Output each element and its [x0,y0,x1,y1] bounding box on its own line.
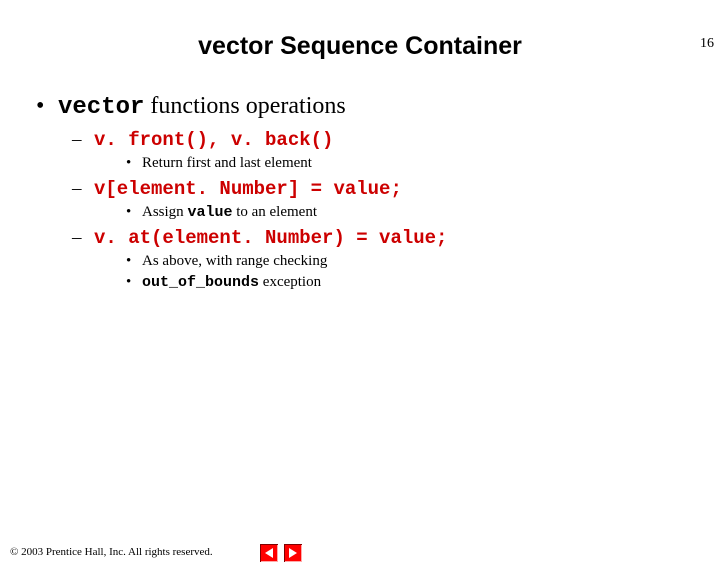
sub-mono: out_of_bounds [142,274,259,291]
bullet-glyph: • [36,93,58,120]
page-number: 16 [700,36,714,52]
bullet-level2: – v[element. Number] = value; [72,178,720,200]
bullet-glyph: • [126,253,142,270]
copyright-footer: © 2003 Prentice Hall, Inc. All rights re… [10,546,213,558]
prev-slide-button[interactable] [260,544,278,562]
sub-text: Assign value to an element [142,204,317,221]
code-line: v. front(), v. back() [94,129,333,151]
code-line: v[element. Number] = value; [94,178,402,200]
sub-mono: value [187,204,232,221]
sub-post: to an element [232,204,317,220]
dash-glyph: – [72,178,94,200]
bullet-glyph: • [126,274,142,291]
sub-text: As above, with range checking [142,253,327,270]
nav-arrows [260,544,302,562]
bullet-glyph: • [126,155,142,172]
bullet-level2: – v. at(element. Number) = value; [72,227,720,249]
sub-pre: Assign [142,204,187,220]
bullet-text: vector functions operations [58,93,346,121]
sub-text: out_of_bounds exception [142,274,321,291]
sub-pre: As above, with range checking [142,253,327,269]
bullet-level1: • vector functions operations [36,93,720,121]
sub-post: exception [259,274,321,290]
bullet-level3: • Assign value to an element [126,204,720,221]
sub-pre: Return first and last element [142,155,312,171]
arrow-left-icon [265,548,273,558]
bullet-level2: – v. front(), v. back() [72,129,720,151]
page-title: vector Sequence Container [0,32,720,61]
code-line: v. at(element. Number) = value; [94,227,447,249]
sub-text: Return first and last element [142,155,312,172]
bullet-code-word: vector [58,94,144,121]
bullet-level3: • Return first and last element [126,155,720,172]
next-slide-button[interactable] [284,544,302,562]
bullet-rest: functions operations [144,93,345,119]
arrow-right-icon [289,548,297,558]
dash-glyph: – [72,227,94,249]
bullet-level3: • As above, with range checking [126,253,720,270]
bullet-level3: • out_of_bounds exception [126,274,720,291]
slide-content: • vector functions operations – v. front… [36,93,720,291]
bullet-glyph: • [126,204,142,221]
dash-glyph: – [72,129,94,151]
